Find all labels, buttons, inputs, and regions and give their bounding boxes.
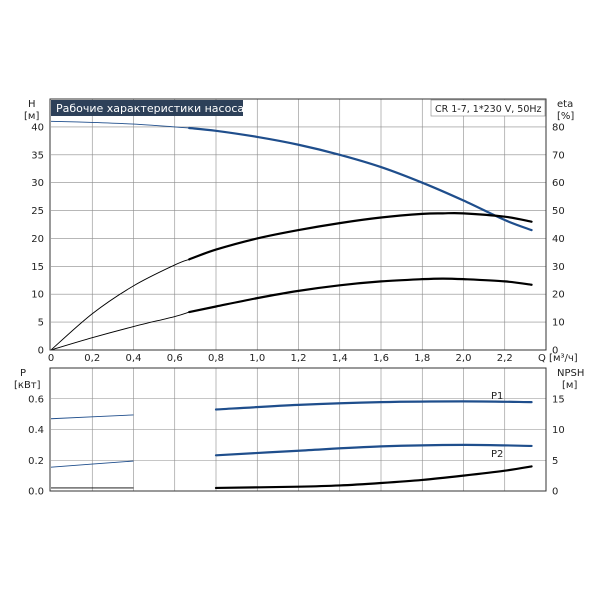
y-left-label-bottom-line1: P	[20, 368, 26, 379]
x-tick-label: 2,2	[497, 353, 513, 364]
curve-bold-top-curves-0	[188, 126, 533, 232]
x-tick-label: 0,8	[208, 353, 224, 364]
chart-title: Рабочие характеристики насоса	[56, 102, 244, 115]
y-left-tick-label: 10	[31, 290, 44, 301]
y-right-tick-label: 0	[552, 346, 558, 357]
x-tick-label: 0,4	[126, 353, 142, 364]
y-right-tick-label: 0	[552, 487, 558, 498]
y-left-tick-label: 15	[31, 262, 44, 273]
y-left-tick-label: 0	[38, 346, 44, 357]
curve-bold-bot-curves-1	[214, 443, 533, 457]
bottom-tick-labels: 0.0 0.2 0.4 0.6 0 5 10 15	[28, 394, 565, 497]
y-right-tick-label: 30	[552, 262, 565, 273]
top-curves	[50, 120, 533, 351]
y-left-tick-label: 0.6	[28, 394, 44, 405]
curve-bold-bot-curves-2	[214, 465, 533, 490]
bottom-plot-frame	[49, 367, 547, 492]
title-box	[51, 100, 243, 116]
y-left-tick-label: 25	[31, 206, 44, 217]
y-right-label-bottom-line1: NPSH	[557, 368, 584, 379]
y-right-tick-label: 60	[552, 178, 565, 189]
top-grid	[51, 98, 546, 350]
y-right-tick-label: 15	[552, 394, 565, 405]
curve-thin-top-curves-1	[50, 258, 190, 351]
bottom-curves	[50, 400, 533, 490]
curve-thin-bot-curves-0	[50, 414, 134, 420]
curve-bold-top-curves-2	[188, 277, 533, 314]
y-right-tick-label: 70	[552, 150, 565, 161]
y-left-tick-label: 20	[31, 234, 44, 245]
curve-thin-bot-curves-1	[50, 460, 134, 468]
y-right-tick-label: 20	[552, 290, 565, 301]
y-right-label-top-line1: eta	[557, 99, 573, 110]
y-right-tick-label: 40	[552, 234, 565, 245]
x-tick-label: 1,8	[414, 353, 430, 364]
y-right-label-top-line2: [%]	[557, 111, 574, 122]
curve-thin-top-curves-2	[50, 311, 190, 351]
y-left-tick-label: 35	[31, 150, 44, 161]
top-tick-labels: 0 0,2 0,4 0,6 0,8 1,0 1,2 1,4 1,6 1,8 2,0 2,2 Q [м³/…	[31, 122, 578, 364]
subtitle-box	[430, 99, 546, 117]
x-tick-label: 0,6	[167, 353, 183, 364]
series-label-p1: P1	[491, 391, 503, 402]
y-right-tick-label: 10	[552, 318, 565, 329]
top-plot-frame	[49, 98, 547, 351]
y-right-tick-label: 50	[552, 206, 565, 217]
y-left-tick-label: 30	[31, 178, 44, 189]
x-tick-label: 2,0	[456, 353, 472, 364]
x-tick-label: 0	[48, 353, 54, 364]
y-left-label-bottom-line2: [кВт]	[14, 380, 41, 391]
y-left-tick-label: 40	[31, 122, 44, 133]
y-right-tick-label: 80	[552, 122, 565, 133]
y-right-tick-label: 10	[552, 425, 565, 436]
x-tick-label: 1,2	[291, 353, 307, 364]
y-left-tick-label: 0.4	[28, 425, 44, 436]
y-left-label-top-line2: [м]	[24, 111, 39, 122]
x-tick-label: 1,6	[373, 353, 389, 364]
y-right-label-bottom-line2: [м]	[562, 380, 577, 391]
curve-bold-bot-curves-0	[214, 400, 533, 411]
series-label-p2: P2	[491, 449, 503, 460]
x-tick-label: Q [м³/ч]	[538, 353, 578, 364]
y-left-tick-label: 5	[38, 318, 44, 329]
curve-thin-top-curves-0	[50, 120, 190, 129]
curve-bold-top-curves-1	[188, 211, 533, 261]
x-tick-label: 0,2	[84, 353, 100, 364]
chart-subtitle: CR 1-7, 1*230 V, 50Hz	[435, 104, 542, 115]
y-right-tick-label: 5	[552, 456, 558, 467]
x-tick-label: 1,0	[249, 353, 265, 364]
y-left-tick-label: 0.2	[28, 456, 44, 467]
x-tick-label: 1,4	[332, 353, 348, 364]
y-left-tick-label: 0.0	[28, 487, 44, 498]
y-left-label-top-line1: H	[28, 99, 36, 110]
